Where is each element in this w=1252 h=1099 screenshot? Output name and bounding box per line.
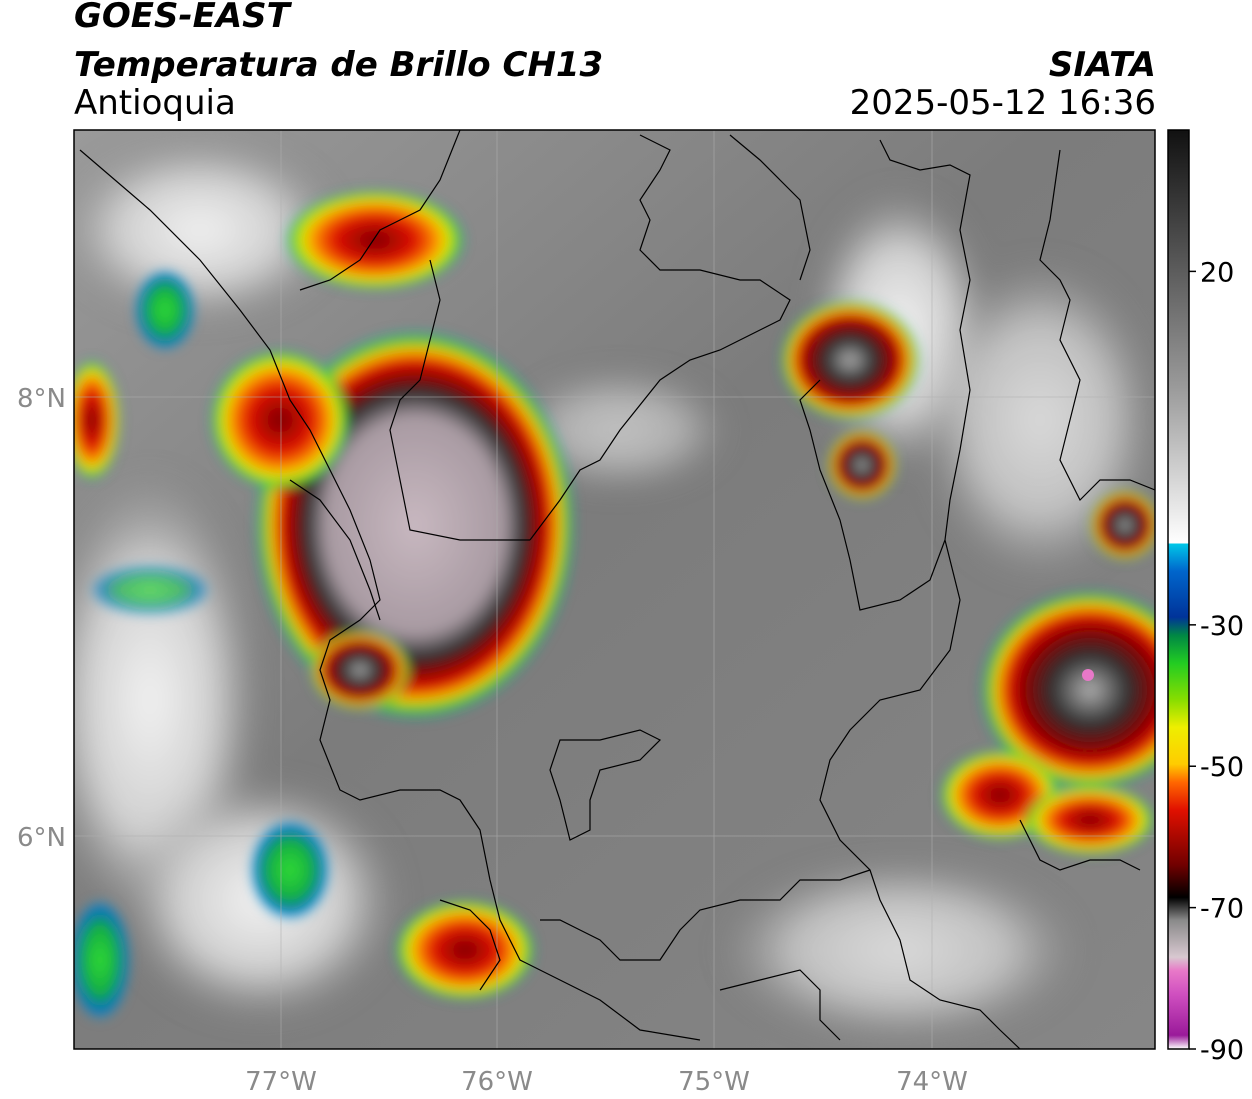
storm-cell-green-3 <box>74 900 130 1020</box>
border-north <box>529 134 791 541</box>
storm-cell-ne <box>780 300 920 420</box>
storm-cells <box>74 190 1155 1020</box>
title-satellite: GOES-EAST <box>74 0 290 36</box>
colorbar-gradient <box>1168 130 1189 1049</box>
storm-cell-west <box>210 350 350 490</box>
storm-cell-east <box>980 590 1155 790</box>
coldest-spot <box>1082 669 1094 681</box>
region-label: Antioquia <box>74 83 236 123</box>
storm-cell-green-2 <box>250 820 330 920</box>
colorbar-tick-label: 20 <box>1200 257 1234 288</box>
storm-cell-north <box>285 190 465 290</box>
satellite-image <box>74 130 1155 1049</box>
organization-label: SIATA <box>1048 45 1156 85</box>
lon-label-77w: 77°W <box>245 1067 317 1097</box>
lon-label-75w: 75°W <box>678 1067 750 1097</box>
storm-cell-east-band <box>1025 785 1155 855</box>
storm-cell-green-4 <box>90 565 210 615</box>
border-east <box>799 139 971 611</box>
map-frame <box>73 129 1156 1050</box>
storm-cell-south <box>395 900 535 1000</box>
colorbar: 20 -30 -50 -70 -90 <box>1167 129 1244 1066</box>
lat-label-8n: 8°N <box>17 384 66 414</box>
colorbar-tick-label: -30 <box>1200 611 1244 642</box>
storm-cell-green-1 <box>135 270 195 350</box>
timestamp: 2025-05-12 16:36 <box>849 83 1156 123</box>
lon-label-74w: 74°W <box>896 1067 968 1097</box>
storm-cell-sw <box>310 630 410 710</box>
storm-cell-far-east <box>1090 490 1155 560</box>
colorbar-tick-label: -90 <box>1200 1035 1244 1066</box>
political-borders <box>79 130 1155 1049</box>
storm-cell-ne-small <box>827 430 897 500</box>
colorbar-ticks: 20 -30 -50 -70 -90 <box>1189 257 1244 1066</box>
colorbar-tick-label: -50 <box>1200 752 1244 783</box>
gridlines <box>74 130 1155 1049</box>
longitude-labels: 77°W 76°W 75°W 74°W <box>245 1067 968 1097</box>
lat-label-6n: 6°N <box>17 823 66 853</box>
title-product: Temperatura de Brillo CH13 <box>74 45 604 85</box>
colorbar-frame <box>1167 129 1190 1050</box>
lon-label-76w: 76°W <box>461 1067 533 1097</box>
latitude-labels: 8°N 6°N <box>17 384 66 853</box>
storm-cell-west-edge <box>74 360 120 480</box>
border-west <box>79 149 701 1041</box>
colorbar-tick-label: -70 <box>1200 894 1244 925</box>
